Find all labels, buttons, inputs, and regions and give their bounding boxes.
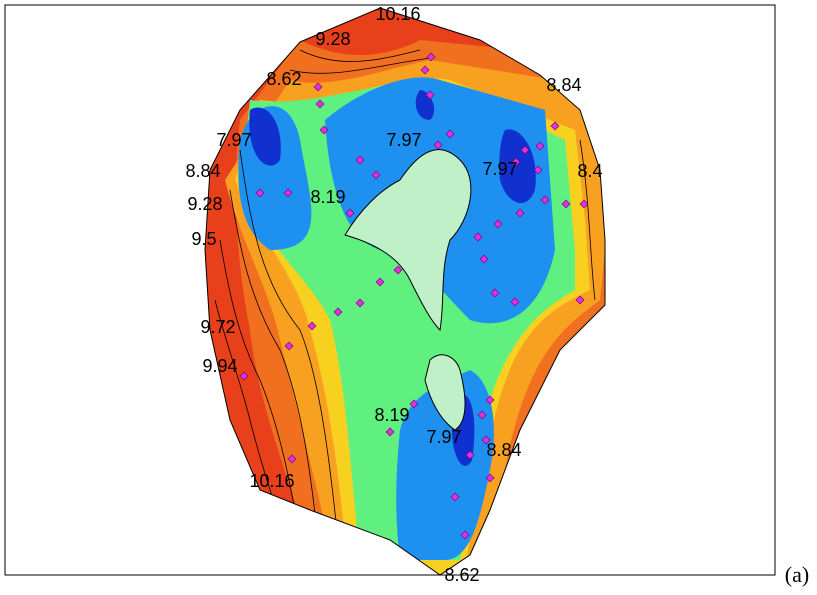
sample-point [511, 157, 521, 167]
contour-label: 8.62 [444, 565, 479, 585]
sample-point [477, 410, 487, 420]
contour-label: 9.28 [315, 29, 350, 49]
map-boundary [204, 7, 606, 576]
contour-label: 8.19 [310, 187, 345, 207]
contour-label: 9.72 [200, 317, 235, 337]
sample-point [283, 188, 293, 198]
sample-point [319, 125, 329, 135]
sample-point [255, 188, 265, 198]
contour-fill [205, 8, 605, 575]
sample-point [561, 199, 571, 209]
contour-label: 8.84 [546, 75, 581, 95]
sample-point [465, 450, 475, 460]
sample-point [460, 530, 470, 540]
contour-label: 8.84 [185, 161, 220, 181]
sample-point [520, 145, 530, 155]
contour-label: 7.97 [482, 159, 517, 179]
contour-label: 8.19 [374, 405, 409, 425]
sample-point [420, 65, 430, 75]
sample-point [315, 99, 325, 109]
sample-point [239, 371, 249, 381]
contour-label: 10.16 [375, 4, 420, 24]
panel-label: (a) [785, 562, 809, 587]
sample-point [533, 165, 543, 175]
sample-point [313, 82, 323, 92]
sample-point [481, 435, 491, 445]
sample-point [307, 321, 317, 331]
sample-point [479, 254, 489, 264]
sample-point [355, 298, 365, 308]
sample-point [579, 199, 589, 209]
sample-point [375, 277, 385, 287]
sample-point [450, 492, 460, 502]
sample-point [333, 307, 343, 317]
sample-point [490, 288, 500, 298]
contour-labels: 10.16 9.28 8.62 8.84 7.97 7.97 7.97 8.84 8.4 9.28… [185, 4, 602, 585]
sample-point [550, 121, 560, 131]
sample-point [510, 297, 520, 307]
contour-label: 8.84 [486, 440, 521, 460]
sample-point [445, 129, 455, 139]
sample-point [355, 155, 365, 165]
contour-label: 9.28 [187, 194, 222, 214]
sample-point [540, 195, 550, 205]
contour-label: 9.5 [191, 229, 216, 249]
sample-point [287, 454, 297, 464]
sample-point [535, 141, 545, 151]
sample-points [239, 52, 589, 540]
sample-point [425, 90, 435, 100]
sample-point [493, 219, 503, 229]
sample-point [485, 395, 495, 405]
contour-label: 9.94 [202, 356, 237, 376]
sample-point [284, 341, 294, 351]
sample-point [473, 232, 483, 242]
sample-point [426, 52, 436, 62]
sample-point [393, 265, 403, 275]
contour-label: 7.97 [426, 427, 461, 447]
contour-label: 10.16 [249, 471, 294, 491]
sample-point [485, 473, 495, 483]
contour-label: 8.4 [577, 161, 602, 181]
sample-point [409, 399, 419, 409]
sample-point [433, 140, 443, 150]
contour-label: 7.97 [216, 130, 251, 150]
sample-point [385, 427, 395, 437]
sample-point [371, 170, 381, 180]
sample-point [515, 208, 525, 218]
sample-point [345, 208, 355, 218]
contour-label: 7.97 [386, 130, 421, 150]
contour-label: 8.62 [266, 69, 301, 89]
sample-point [575, 295, 585, 305]
